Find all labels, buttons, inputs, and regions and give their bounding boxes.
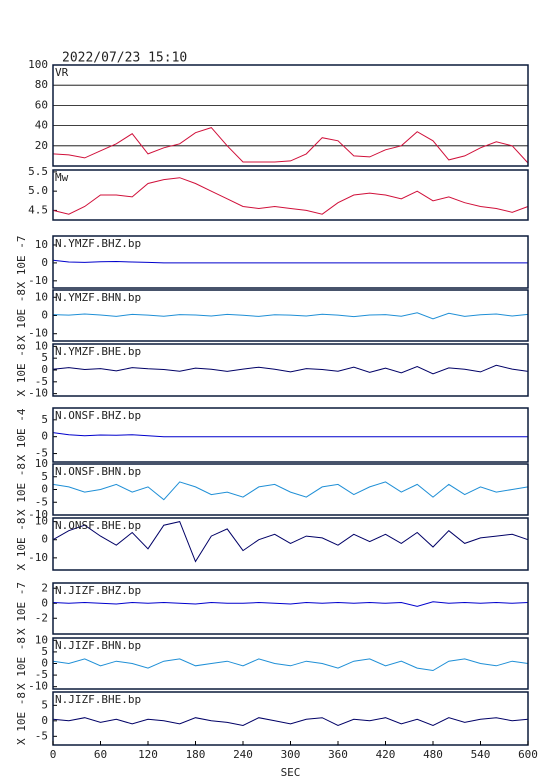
panel-label: N.YMZF.BHE.bp — [55, 345, 141, 358]
x-tick-label: 420 — [376, 748, 396, 761]
y-tick-label: 0 — [41, 714, 48, 727]
panel-frame — [52, 582, 529, 635]
panel-frame — [52, 637, 529, 690]
y-tick-label: 5 — [41, 698, 48, 711]
trace — [52, 601, 529, 607]
x-tick-label: 240 — [233, 748, 253, 761]
x-tick-label: 0 — [50, 748, 57, 761]
y-tick-label: 4.5 — [28, 203, 48, 216]
panel-label: VR — [55, 66, 69, 79]
y-tick-label: 60 — [35, 98, 48, 111]
panel-frame — [52, 235, 529, 289]
y-axis-label: X 10E -8 — [15, 692, 28, 745]
y-tick-label: 10 — [35, 633, 48, 646]
trace — [52, 717, 529, 727]
panel-label: N.YMZF.BHN.bp — [55, 291, 141, 304]
y-tick-label: -5 — [35, 375, 48, 388]
x-tick-label: 60 — [94, 748, 107, 761]
panel-frame — [52, 169, 529, 221]
y-tick-label: 10 — [35, 339, 48, 352]
y-tick-label: -10 — [28, 551, 48, 564]
y-axis-label: X 10E -7 — [15, 236, 28, 289]
x-axis-label: SEC — [281, 766, 301, 779]
y-axis-label: X 10E -8 — [15, 289, 28, 342]
y-tick-label: 40 — [35, 119, 48, 132]
y-tick-label: 5.0 — [28, 184, 48, 197]
y-axis-label: X 10E -7 — [15, 582, 28, 635]
y-tick-label: -5 — [35, 668, 48, 681]
y-tick-label: -10 — [28, 274, 48, 287]
y-tick-label: 80 — [35, 78, 48, 91]
y-tick-label: -10 — [28, 508, 48, 521]
panel-label: N.YMZF.BHZ.bp — [55, 237, 141, 250]
panel-label: N.JIZF.BHZ.bp — [55, 584, 141, 597]
x-tick-label: 360 — [328, 748, 348, 761]
y-axis-label: X 10E -4 — [15, 408, 28, 461]
y-tick-label: -5 — [35, 729, 48, 742]
y-tick-label: 10 — [35, 457, 48, 470]
y-tick-label: 5 — [41, 413, 48, 426]
y-tick-label: -10 — [28, 327, 48, 340]
panel-label: N.JIZF.BHE.bp — [55, 693, 141, 706]
y-tick-label: 10 — [35, 515, 48, 528]
y-tick-label: 5 — [41, 470, 48, 483]
panel-frame — [52, 343, 529, 397]
x-tick-label: 180 — [186, 748, 206, 761]
x-tick-label: 600 — [518, 748, 538, 761]
panel-label: N.ONSF.BHE.bp — [55, 519, 141, 532]
y-tick-label: 20 — [35, 139, 48, 152]
y-tick-label: 0 — [41, 657, 48, 670]
y-axis-label: X 10E -8 — [15, 344, 28, 397]
y-tick-label: 2 — [41, 581, 48, 594]
panel-frame — [52, 64, 529, 167]
panel-label: N.ONSF.BHN.bp — [55, 465, 141, 478]
y-axis-label: X 10E -8 — [15, 463, 28, 516]
y-tick-label: -10 — [28, 387, 48, 400]
trace — [52, 432, 528, 438]
y-tick-label: -10 — [28, 680, 48, 693]
trace — [52, 521, 529, 563]
trace — [52, 364, 529, 375]
panel-frame — [52, 517, 529, 571]
trace — [52, 127, 529, 164]
panel-frame — [52, 463, 529, 516]
y-tick-label: -5 — [35, 495, 48, 508]
x-tick-label: 120 — [138, 748, 158, 761]
y-tick-label: 5 — [41, 351, 48, 364]
x-tick-label: 480 — [423, 748, 443, 761]
y-tick-label: 10 — [35, 238, 48, 251]
y-tick-label: 10 — [35, 290, 48, 303]
x-tick-label: 300 — [281, 748, 301, 761]
panel-label: N.JIZF.BHN.bp — [55, 639, 141, 652]
trace — [52, 259, 528, 264]
y-tick-label: 100 — [28, 58, 48, 71]
panel-label: Mw — [55, 171, 69, 184]
y-tick-label: 0 — [41, 430, 48, 443]
y-axis-label: X 10E -8 — [15, 637, 28, 690]
panel-label: N.ONSF.BHZ.bp — [55, 409, 141, 422]
y-tick-label: -5 — [35, 447, 48, 460]
y-tick-label: 0 — [41, 483, 48, 496]
y-tick-label: 0 — [41, 596, 48, 609]
y-axis-label: X 10E -8 — [15, 518, 28, 571]
x-tick-label: 540 — [471, 748, 491, 761]
y-tick-label: 0 — [41, 533, 48, 546]
y-tick-label: -2 — [35, 611, 48, 624]
chart-title: 2022/07/23 15:10 — [62, 51, 187, 66]
y-tick-label: 0 — [41, 363, 48, 376]
y-tick-label: 5.5 — [28, 165, 48, 178]
y-tick-label: 0 — [41, 256, 48, 269]
y-tick-label: 5 — [41, 645, 48, 658]
trace — [52, 177, 529, 215]
trace — [52, 312, 529, 320]
y-tick-label: 0 — [41, 309, 48, 322]
trace — [52, 481, 529, 501]
panel-frame — [52, 407, 529, 463]
panel-frame — [52, 289, 529, 342]
trace — [52, 658, 529, 672]
